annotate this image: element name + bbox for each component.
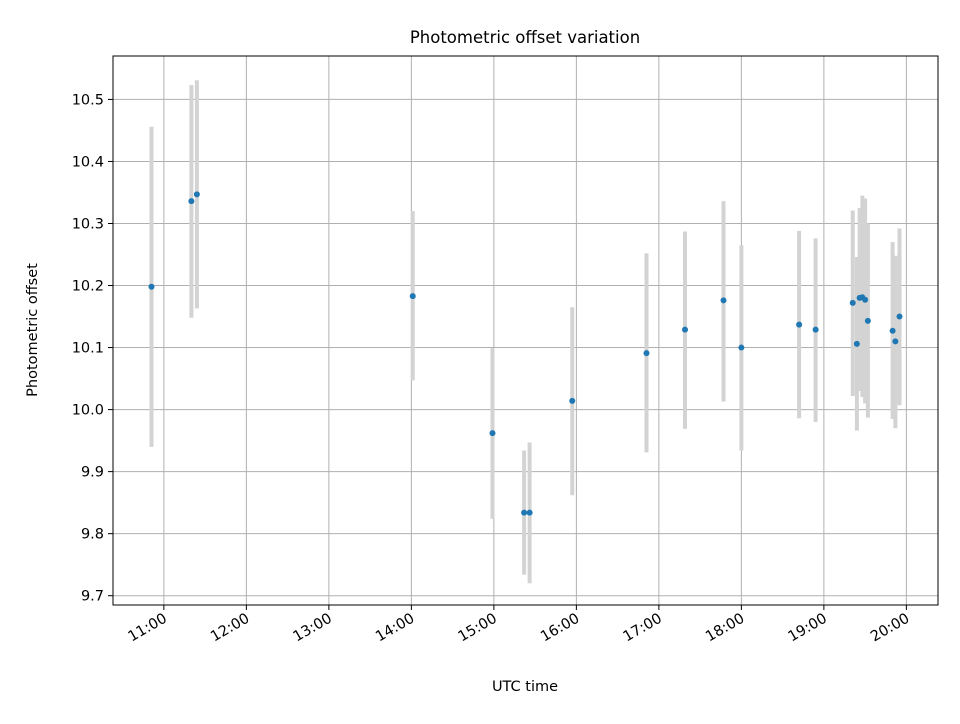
data-point — [569, 397, 576, 404]
y-tick-label: 9.7 — [81, 589, 104, 605]
data-point — [193, 191, 200, 198]
data-point — [188, 198, 195, 205]
plot-frame — [112, 55, 939, 606]
data-point — [864, 317, 871, 324]
data-point — [812, 326, 819, 333]
data-point — [682, 326, 688, 333]
y-tick-label: 10.2 — [72, 279, 104, 295]
y-axis-label: Photometric offset — [25, 263, 41, 397]
data-point — [643, 350, 650, 357]
y-tick-label: 10.0 — [72, 403, 104, 419]
data-point — [738, 344, 745, 351]
data-point — [720, 297, 727, 304]
grid-lines — [113, 56, 938, 605]
data-point — [849, 299, 856, 306]
data-point — [521, 509, 528, 516]
x-axis-label: UTC time — [492, 679, 558, 695]
data-points — [148, 191, 903, 516]
data-point — [862, 296, 869, 303]
y-tick-label: 10.4 — [72, 154, 104, 170]
data-point — [892, 338, 899, 345]
data-point — [409, 293, 416, 300]
y-tick-label: 10.1 — [72, 341, 104, 357]
y-tick-label: 10.3 — [72, 216, 104, 232]
chart-title: Photometric offset variation — [410, 28, 640, 47]
data-point — [896, 313, 903, 320]
y-axis-ticks: 9.7 9.8 9.9 10.0 10.1 10.2 10.3 10.4 10.5 — [72, 92, 113, 605]
y-tick-label: 10.5 — [72, 92, 104, 108]
data-point — [489, 430, 496, 437]
y-tick-label: 9.8 — [81, 527, 104, 543]
data-point — [796, 321, 803, 328]
data-point — [889, 327, 896, 334]
data-point — [148, 283, 155, 290]
y-tick-label: 9.9 — [81, 465, 104, 481]
data-point — [853, 340, 860, 347]
data-point — [526, 509, 533, 516]
